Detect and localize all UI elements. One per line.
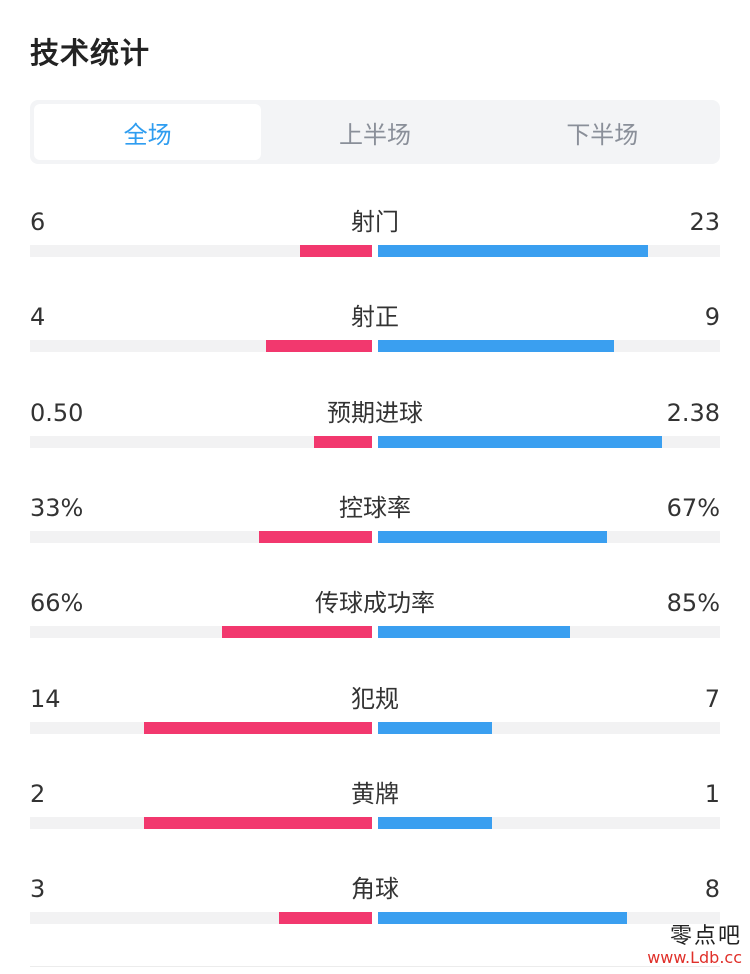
home-bar [221, 626, 372, 638]
away-value: 1 [704, 780, 720, 808]
watermark-text: 零点吧 [669, 924, 742, 949]
stat-row: 4 射正 9 [30, 300, 720, 360]
home-value: 33% [30, 494, 84, 522]
home-value: 66% [30, 589, 84, 617]
stat-name: 射门 [351, 208, 399, 236]
tab-first-half[interactable]: 上半场 [338, 120, 411, 149]
home-bar [278, 912, 372, 924]
watermark: 零点吧 www.Ldb.cc [647, 924, 742, 968]
stat-name: 犯规 [351, 685, 399, 713]
stat-name: 角球 [351, 875, 399, 903]
tab-full-match[interactable]: 全场 [34, 104, 262, 160]
home-bar-track [30, 722, 372, 734]
page-title: 技术统计 [30, 36, 151, 70]
away-value: 2.38 [666, 399, 720, 427]
away-bar-track [378, 626, 720, 638]
away-bar-track [378, 245, 720, 257]
stat-row: 6 射门 23 [30, 205, 720, 265]
away-bar [378, 817, 492, 829]
away-bar-track [378, 340, 720, 352]
stat-row: 14 犯规 7 [30, 682, 720, 742]
stat-row: 2 黄牌 1 [30, 777, 720, 837]
home-value: 3 [30, 875, 46, 903]
away-bar-track [378, 912, 720, 924]
stat-row: 66% 传球成功率 85% [30, 586, 720, 646]
home-value: 2 [30, 780, 46, 808]
bottom-divider [30, 966, 720, 967]
away-value: 9 [704, 303, 720, 331]
away-bar [378, 626, 570, 638]
period-tabs: 全场 上半场 下半场 [30, 100, 720, 164]
home-bar [265, 340, 372, 352]
stat-name: 传球成功率 [315, 589, 435, 617]
home-value: 14 [30, 685, 61, 713]
stat-name: 预期进球 [327, 399, 423, 427]
away-value: 8 [704, 875, 720, 903]
home-bar-track [30, 912, 372, 924]
home-value: 6 [30, 208, 46, 236]
home-bar-track [30, 817, 372, 829]
stat-row: 0.50 预期进球 2.38 [30, 396, 720, 456]
home-bar [259, 531, 372, 543]
away-bar-track [378, 531, 720, 543]
away-bar [378, 340, 614, 352]
home-bar [300, 245, 372, 257]
home-bar [143, 817, 372, 829]
watermark-url: www.Ldb.cc [647, 948, 742, 968]
away-value: 7 [704, 685, 720, 713]
stat-row: 33% 控球率 67% [30, 491, 720, 551]
away-value: 67% [666, 494, 720, 522]
home-bar-track [30, 340, 372, 352]
stat-name: 控球率 [339, 494, 411, 522]
away-value: 23 [689, 208, 720, 236]
stat-name: 黄牌 [351, 780, 399, 808]
away-value: 85% [666, 589, 720, 617]
away-bar-track [378, 436, 720, 448]
away-bar-track [378, 722, 720, 734]
home-bar-track [30, 531, 372, 543]
away-bar [378, 245, 649, 257]
stat-name: 射正 [351, 303, 399, 331]
tab-second-half[interactable]: 下半场 [566, 120, 639, 149]
away-bar-track [378, 817, 720, 829]
stat-row: 3 角球 8 [30, 872, 720, 932]
away-bar [378, 722, 492, 734]
away-bar [378, 531, 608, 543]
away-bar [378, 912, 627, 924]
home-value: 0.50 [30, 399, 84, 427]
home-bar-track [30, 245, 372, 257]
away-bar [378, 436, 662, 448]
home-value: 4 [30, 303, 46, 331]
home-bar [143, 722, 372, 734]
home-bar-track [30, 626, 372, 638]
home-bar [313, 436, 372, 448]
home-bar-track [30, 436, 372, 448]
